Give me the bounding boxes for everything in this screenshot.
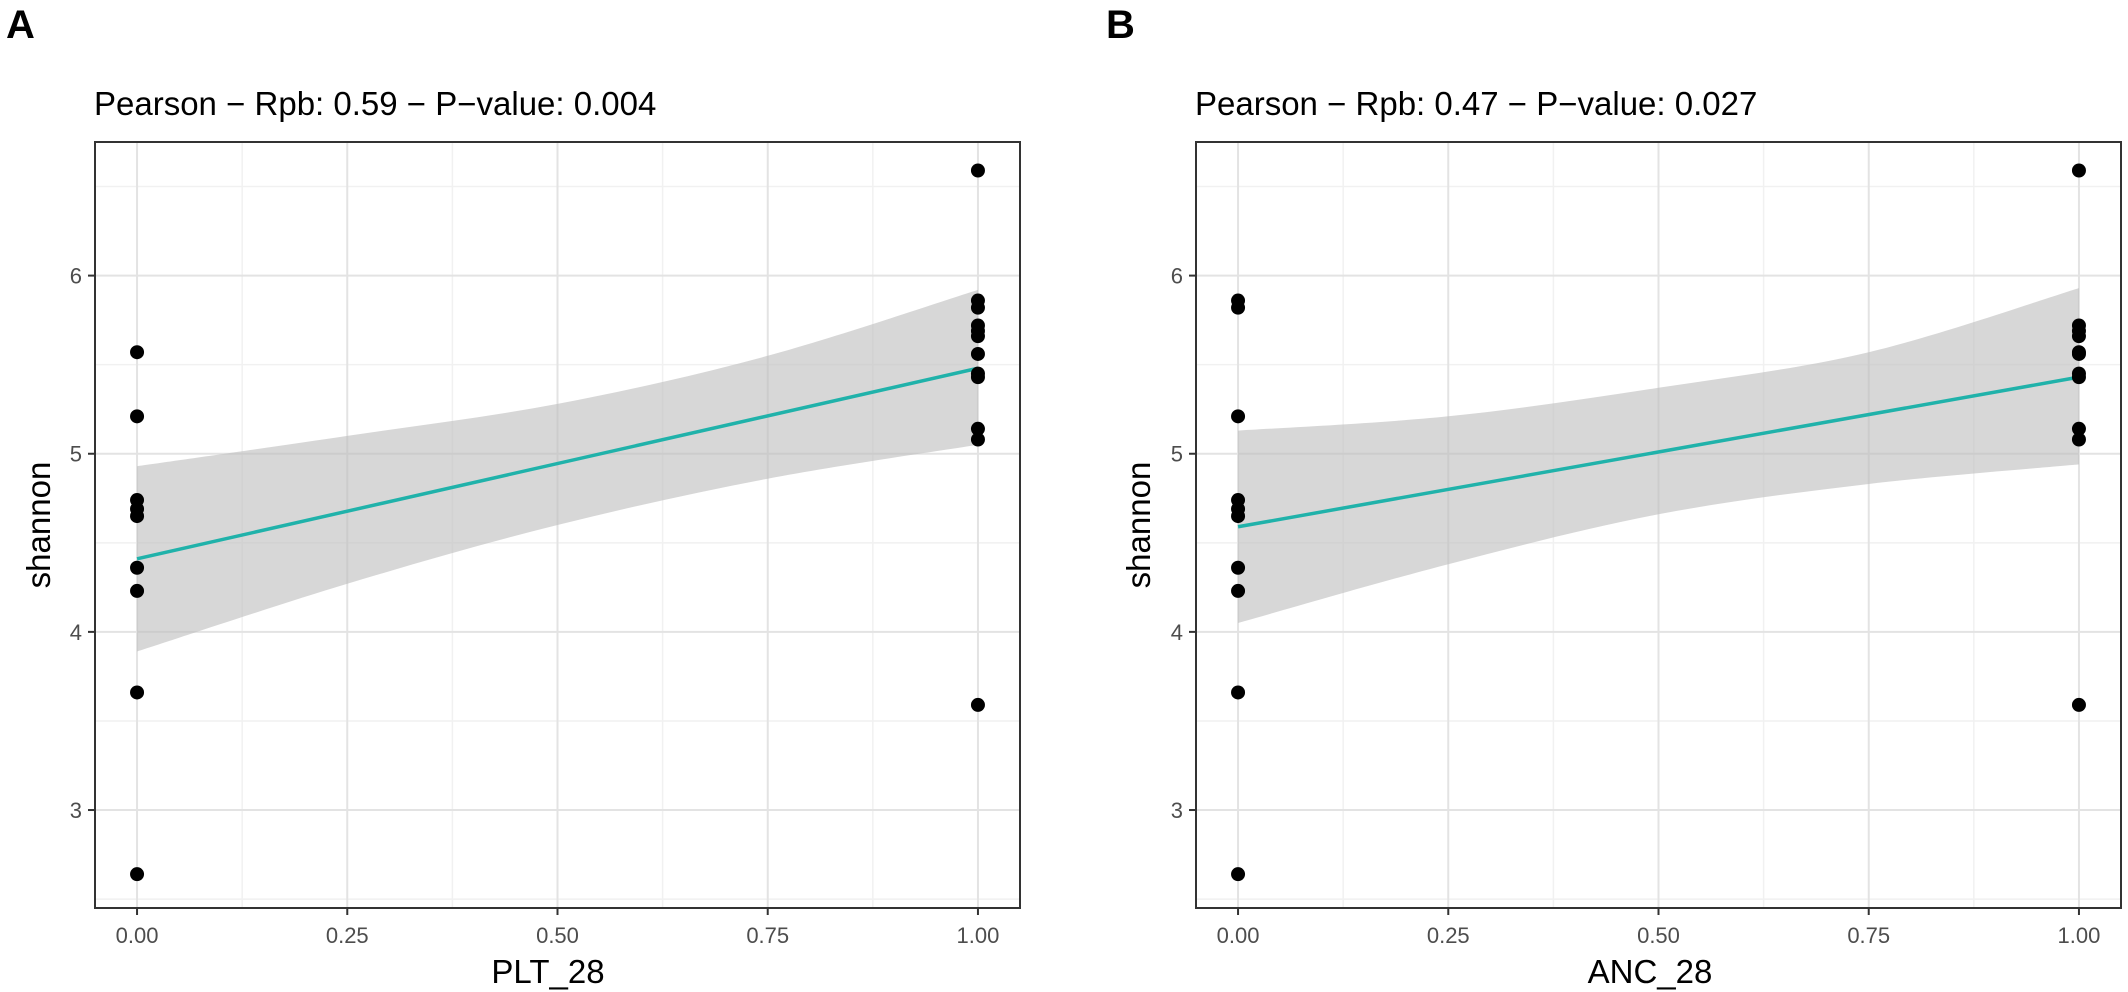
panel-b-data-point	[2071, 421, 2086, 436]
panel-a-plot-area: 0.00 0.25 0.50 0.75 1.00 3 4 5 6	[70, 141, 1021, 948]
panel-a-data-point	[130, 560, 145, 575]
panel-b-data-point	[2071, 697, 2086, 712]
panel-b-x-tick-label: 0.25	[1427, 923, 1470, 948]
panel-b-y-tick-label: 4	[1171, 620, 1183, 645]
panel-b-data-point	[1231, 300, 1246, 315]
panel-a-data-point	[130, 509, 145, 524]
panel-b-regression-line	[1237, 375, 2080, 529]
panel-b-x-tick-label: 1.00	[2058, 923, 2101, 948]
panel-b-x-tick-label: 0.75	[1847, 923, 1890, 948]
panel-a: A Pearson − Rpb: 0.59 − P−value: 0.004 0…	[6, 3, 1021, 990]
panel-b-data-point	[1231, 409, 1246, 424]
panel-b-data-point	[2071, 163, 2086, 178]
panel-b-y-axis-title: shannon	[1120, 462, 1157, 589]
panel-a-data-point	[970, 346, 985, 361]
panel-a-title: Pearson − Rpb: 0.59 − P−value: 0.004	[94, 85, 656, 122]
panel-a-data-point	[130, 867, 145, 882]
panel-b-data-point	[1231, 867, 1246, 882]
panel-a-x-tick-label: 1.00	[957, 923, 1000, 948]
panel-b-x-tick-label: 0.50	[1637, 923, 1680, 948]
panel-a-y-tick-label: 3	[70, 798, 82, 823]
panel-b-data-point	[2071, 432, 2086, 447]
panel-a-data-point	[130, 685, 145, 700]
panel-b-data-point	[2071, 370, 2086, 385]
panel-a-data-point	[970, 370, 985, 385]
panel-letter-a: A	[6, 3, 35, 47]
panel-b: B Pearson − Rpb: 0.47 − P−value: 0.027 0…	[1106, 3, 2122, 990]
panel-b-title: Pearson − Rpb: 0.47 − P−value: 0.027	[1195, 85, 1757, 122]
panel-a-data-point	[970, 421, 985, 436]
panel-a-y-tick-label: 4	[70, 620, 82, 645]
panel-b-confidence-band	[1238, 288, 2079, 623]
panel-b-y-tick-label: 3	[1171, 798, 1183, 823]
panel-a-x-tick-label: 0.50	[536, 923, 579, 948]
panel-a-y-tick-label: 5	[70, 442, 82, 467]
panel-b-x-tick-label: 0.00	[1217, 923, 1260, 948]
panel-b-y-tick-label: 5	[1171, 442, 1183, 467]
panel-a-regression-line	[136, 366, 979, 561]
panel-a-data-point	[970, 697, 985, 712]
panel-a-data-point	[130, 583, 145, 598]
panel-letter-b: B	[1106, 3, 1135, 47]
panel-b-data-point	[2071, 329, 2086, 344]
panel-b-plot-area: 0.00 0.25 0.50 0.75 1.00 3 4 5 6	[1171, 141, 2122, 948]
panel-a-y-axis-title: shannon	[20, 462, 57, 589]
panel-a-x-tick-label: 0.00	[116, 923, 159, 948]
panel-a-x-tick-label: 0.75	[746, 923, 789, 948]
panel-a-data-point	[970, 300, 985, 315]
panel-b-data-point	[1231, 583, 1246, 598]
panel-a-data-point	[970, 329, 985, 344]
panel-b-data-point	[1231, 560, 1246, 575]
panel-a-data-point	[130, 409, 145, 424]
panel-b-x-axis-title: ANC_28	[1588, 953, 1713, 990]
panel-b-data-point	[1231, 685, 1246, 700]
panel-b-data-point	[1231, 509, 1246, 524]
panel-a-x-tick-label: 0.25	[326, 923, 369, 948]
panel-a-data-point	[130, 345, 145, 360]
panel-a-x-axis-title: PLT_28	[491, 953, 604, 990]
panel-a-confidence-band	[137, 289, 978, 652]
panel-a-data-point	[970, 432, 985, 447]
panel-b-data-point	[2071, 346, 2086, 361]
panel-a-y-tick-label: 6	[70, 264, 82, 289]
panel-b-y-tick-label: 6	[1171, 264, 1183, 289]
panel-a-data-point	[970, 163, 985, 178]
